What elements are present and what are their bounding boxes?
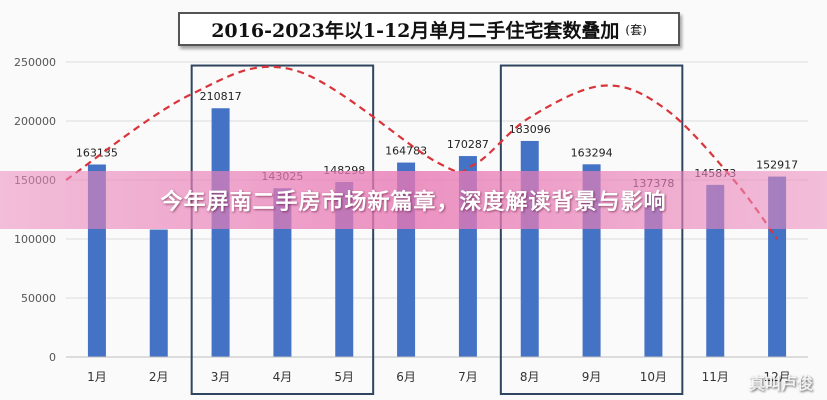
- y-tick-label: 250000: [14, 56, 56, 69]
- x-tick-label: 11月: [702, 370, 729, 384]
- highlight-box: [190, 64, 375, 395]
- bar: [644, 194, 663, 357]
- data-label: 164783: [385, 145, 427, 158]
- x-tick-label: 2月: [149, 370, 169, 384]
- chart-title-text: 2016-2023年以1-12月单月二手住宅套数叠加: [211, 19, 620, 42]
- data-label: 163294: [571, 146, 613, 159]
- x-tick-label: 3月: [211, 370, 231, 384]
- x-tick-label: 1月: [87, 370, 107, 384]
- x-tick-label: 4月: [273, 370, 293, 384]
- y-tick-label: 50000: [21, 292, 56, 305]
- y-tick-label: 0: [49, 351, 56, 364]
- y-tick-label: 200000: [14, 115, 56, 128]
- chart-title-unit: (套): [625, 22, 647, 37]
- x-tick-label: 6月: [396, 370, 416, 384]
- watermark-text: 真叫卢俊: [748, 374, 813, 393]
- bar: [149, 229, 168, 357]
- data-label: 152917: [756, 159, 798, 172]
- bar: [211, 108, 230, 358]
- data-label: 210817: [200, 90, 242, 103]
- chart-title: 2016-2023年以1-12月单月二手住宅套数叠加 (套): [178, 12, 680, 46]
- data-label: 183096: [509, 123, 551, 136]
- x-tick-label: 5月: [334, 370, 354, 384]
- x-tick-label: 9月: [582, 370, 602, 384]
- highlight-box: [499, 64, 684, 395]
- x-tick-label: 12月: [763, 370, 790, 384]
- headline-banner: 今年屏南二手房市场新篇章，深度解读背景与影响: [0, 171, 827, 229]
- x-tick-label: 8月: [520, 370, 540, 384]
- x-tick-label: 7月: [458, 370, 478, 384]
- headline-text: 今年屏南二手房市场新篇章，深度解读背景与影响: [160, 190, 667, 215]
- y-tick-label: 100000: [14, 233, 56, 246]
- x-tick-label: 10月: [640, 370, 667, 384]
- data-label: 170287: [447, 138, 489, 151]
- bar: [273, 188, 292, 357]
